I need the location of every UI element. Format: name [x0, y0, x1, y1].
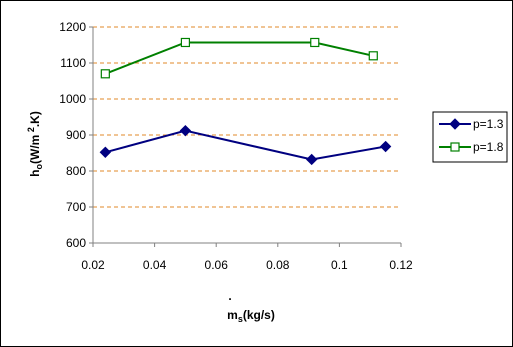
y-tick-label: 800 — [66, 164, 86, 178]
series-line-1 — [105, 129, 386, 161]
data-point — [99, 146, 112, 158]
y-ticks: 600 700 800 900 1000 1100 1200 — [59, 20, 93, 250]
data-point — [180, 37, 190, 48]
data-point — [179, 124, 192, 137]
legend-box — [432, 111, 508, 163]
grid — [93, 26, 401, 208]
x-tick-label: 0.06 — [205, 258, 229, 272]
series — [99, 37, 392, 166]
data-point — [305, 153, 318, 166]
y-axis-title: ho(W/m 2.K) — [26, 111, 44, 177]
legend-label: p=1.3 — [473, 117, 504, 131]
x-axis-title-dot: . — [228, 289, 231, 303]
data-point — [310, 37, 320, 48]
data-point — [379, 140, 392, 153]
y-tick-label: 700 — [66, 200, 86, 214]
y-tick-label: 600 — [66, 236, 86, 250]
data-point — [368, 51, 378, 61]
y-tick-label: 1000 — [59, 92, 86, 106]
legend: p=1.3 p=1.8 — [432, 111, 508, 163]
legend-marker — [450, 142, 460, 152]
x-tick-label: 0.04 — [143, 258, 167, 272]
legend-marker — [449, 118, 461, 130]
y-tick-label: 1100 — [60, 56, 86, 70]
x-tick-label: 0.02 — [81, 258, 105, 272]
data-point — [100, 69, 110, 79]
x-tick-label: 0.08 — [266, 258, 290, 272]
y-tick-label: 1200 — [59, 20, 86, 34]
x-axis-title: ms(kg/s) — [227, 308, 275, 324]
x-tick-label: 0.12 — [389, 258, 413, 272]
x-ticks: 0.02 0.04 0.06 0.08 0.1 0.12 — [81, 243, 413, 272]
x-tick-label: 0.1 — [331, 258, 348, 272]
series-line-2 — [104, 41, 374, 75]
y-tick-label: 900 — [66, 128, 86, 142]
legend-label: p=1.8 — [473, 140, 504, 154]
